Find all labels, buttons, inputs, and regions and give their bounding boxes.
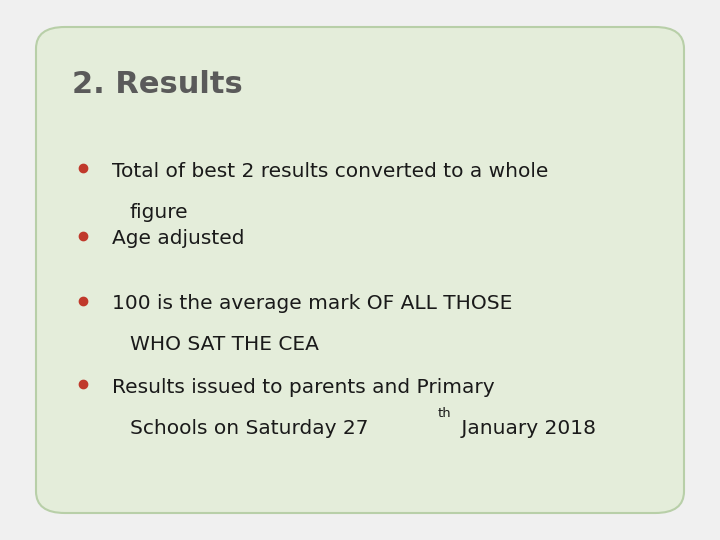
Text: January 2018: January 2018 <box>455 418 596 437</box>
Text: Age adjusted: Age adjusted <box>112 230 244 248</box>
Text: th: th <box>437 407 451 420</box>
Text: Total of best 2 results converted to a whole: Total of best 2 results converted to a w… <box>112 162 548 181</box>
Text: Results issued to parents and Primary: Results issued to parents and Primary <box>112 378 494 397</box>
FancyBboxPatch shape <box>36 27 684 513</box>
Text: 2. Results: 2. Results <box>72 70 243 99</box>
Text: figure: figure <box>130 202 188 221</box>
Text: 100 is the average mark OF ALL THOSE: 100 is the average mark OF ALL THOSE <box>112 294 512 313</box>
Text: Schools on Saturday 27: Schools on Saturday 27 <box>130 418 368 437</box>
Text: WHO SAT THE CEA: WHO SAT THE CEA <box>130 335 318 354</box>
